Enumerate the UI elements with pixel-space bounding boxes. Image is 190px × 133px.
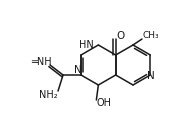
Text: N: N [74, 65, 82, 75]
Text: HN: HN [79, 40, 94, 50]
Text: CH₃: CH₃ [143, 30, 159, 40]
Text: N: N [147, 71, 155, 81]
Text: OH: OH [97, 98, 112, 108]
Text: ═NH: ═NH [31, 57, 51, 67]
Text: O: O [116, 31, 125, 41]
Text: NH₂: NH₂ [39, 90, 57, 100]
